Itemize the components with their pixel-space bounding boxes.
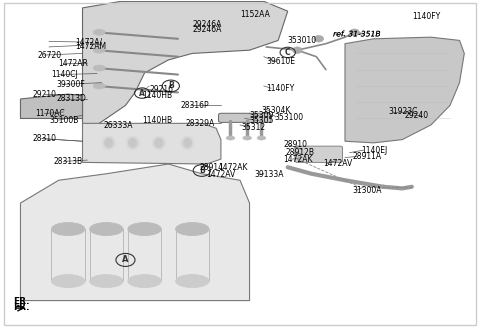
- Text: B: B: [168, 81, 174, 91]
- Text: 26720: 26720: [37, 51, 61, 60]
- Text: A: A: [122, 256, 129, 264]
- Text: B: B: [199, 166, 204, 175]
- Ellipse shape: [126, 136, 139, 150]
- Ellipse shape: [176, 275, 209, 288]
- Text: 39300F: 39300F: [56, 80, 85, 89]
- Text: 29210: 29210: [33, 90, 57, 99]
- Ellipse shape: [90, 222, 123, 236]
- Text: 29240: 29240: [405, 112, 429, 120]
- Ellipse shape: [176, 222, 209, 236]
- Ellipse shape: [102, 136, 116, 150]
- Text: 35304K: 35304K: [262, 106, 291, 115]
- Ellipse shape: [105, 138, 113, 148]
- Text: 39133A: 39133A: [254, 170, 284, 179]
- Text: 1472AK: 1472AK: [283, 154, 312, 164]
- Ellipse shape: [243, 136, 252, 140]
- PathPatch shape: [83, 1, 288, 125]
- Text: 1140EJ: 1140EJ: [362, 146, 388, 154]
- Ellipse shape: [93, 65, 105, 71]
- Text: 1140HB: 1140HB: [142, 91, 172, 100]
- Ellipse shape: [152, 136, 166, 150]
- FancyBboxPatch shape: [295, 146, 343, 162]
- Ellipse shape: [128, 222, 161, 236]
- Text: 1140FY: 1140FY: [266, 84, 295, 93]
- Text: 1140CJ: 1140CJ: [51, 70, 78, 79]
- Text: 1472AK: 1472AK: [218, 163, 248, 172]
- PathPatch shape: [21, 164, 250, 300]
- Ellipse shape: [90, 275, 123, 288]
- Text: 1472AV: 1472AV: [206, 170, 236, 179]
- Ellipse shape: [226, 136, 235, 140]
- Text: 35100B: 35100B: [49, 115, 79, 125]
- Text: 1472AM: 1472AM: [75, 42, 107, 51]
- Text: 28329A: 28329A: [185, 119, 215, 128]
- Text: 29246A: 29246A: [192, 20, 222, 29]
- Text: 1140HB: 1140HB: [142, 116, 172, 125]
- Ellipse shape: [257, 136, 266, 140]
- Ellipse shape: [93, 47, 105, 53]
- Text: 28316P: 28316P: [180, 101, 209, 110]
- Text: 28313D: 28313D: [56, 94, 86, 103]
- Text: 1152AA: 1152AA: [240, 10, 270, 19]
- Text: 35312: 35312: [241, 123, 265, 132]
- Ellipse shape: [128, 138, 137, 148]
- Text: 1472AR: 1472AR: [59, 59, 88, 68]
- Text: 28310: 28310: [33, 134, 57, 143]
- Text: FR.: FR.: [13, 297, 30, 306]
- Text: 353010: 353010: [288, 36, 317, 45]
- Text: 35309: 35309: [250, 112, 274, 120]
- Text: 28910: 28910: [284, 140, 308, 149]
- Text: C: C: [285, 48, 290, 57]
- Ellipse shape: [128, 275, 161, 288]
- Text: 39610E: 39610E: [266, 57, 295, 66]
- Ellipse shape: [93, 83, 105, 89]
- Text: A: A: [139, 89, 145, 98]
- Text: 1140FY: 1140FY: [412, 11, 440, 21]
- Text: 31300A: 31300A: [352, 186, 382, 195]
- Ellipse shape: [181, 136, 194, 150]
- PathPatch shape: [21, 94, 83, 118]
- Text: 28313B: 28313B: [54, 157, 83, 166]
- FancyBboxPatch shape: [218, 113, 271, 122]
- Ellipse shape: [51, 222, 85, 236]
- Text: 35305: 35305: [250, 116, 274, 125]
- Text: 28914: 28914: [199, 163, 223, 172]
- Text: 28912B: 28912B: [285, 148, 314, 157]
- Text: 1472A/: 1472A/: [75, 37, 103, 47]
- Text: 1170AC: 1170AC: [35, 109, 64, 118]
- PathPatch shape: [345, 37, 464, 143]
- Text: 29216: 29216: [149, 85, 173, 94]
- Circle shape: [314, 35, 324, 42]
- Ellipse shape: [155, 138, 163, 148]
- Text: 26333A: 26333A: [104, 121, 133, 130]
- Circle shape: [292, 47, 302, 53]
- Text: 28911A: 28911A: [352, 152, 381, 161]
- PathPatch shape: [83, 123, 221, 164]
- Ellipse shape: [93, 30, 105, 35]
- Text: 353100: 353100: [275, 113, 303, 122]
- Circle shape: [350, 29, 360, 35]
- Ellipse shape: [183, 138, 192, 148]
- Text: ref. 31-351B: ref. 31-351B: [333, 30, 381, 38]
- Text: 29246A: 29246A: [192, 25, 222, 33]
- Text: 31923C: 31923C: [388, 108, 417, 116]
- Text: 1472AV: 1472AV: [324, 159, 353, 169]
- Text: FR.: FR.: [13, 303, 30, 312]
- Ellipse shape: [51, 275, 85, 288]
